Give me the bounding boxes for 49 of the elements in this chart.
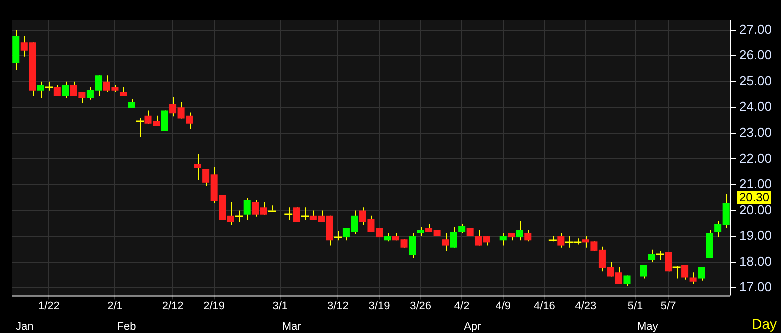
y-tick-label: 27.00 [739, 22, 772, 37]
candlestick [161, 110, 168, 132]
text: Feb [117, 321, 136, 333]
candlestick [450, 226, 458, 248]
x-tick-label: 2/1 [108, 300, 123, 312]
x-tick-label: 3/26 [410, 300, 432, 312]
y-tick-label: 26.00 [739, 48, 772, 63]
x-tick-label: 3/1 [272, 300, 288, 312]
y-tick-label: 23.00 [739, 124, 772, 140]
x-tick-label: 1/22 [38, 300, 60, 312]
x-tick-label: 5/1 [628, 300, 644, 312]
text: May [638, 321, 659, 333]
candlestick [194, 154, 202, 181]
candlestick [690, 272, 697, 284]
y-tick-label: 24.00 [739, 99, 772, 114]
candlestick [62, 81, 70, 99]
x-tick-label: 4/23 [575, 300, 597, 312]
candlestick [442, 232, 450, 252]
candlestick [500, 232, 507, 246]
x-tick-label: 2/19 [204, 300, 226, 312]
x-tick-label: 4/2 [454, 300, 470, 312]
candlestick [698, 266, 706, 282]
candlestick [640, 264, 648, 280]
candlestick [458, 224, 466, 234]
candlestick [417, 226, 424, 238]
candlestick [516, 220, 524, 242]
x-tick-label: 3/19 [368, 300, 390, 312]
candlestick [624, 275, 631, 287]
y-tick-label: 21.00 [739, 176, 772, 192]
y-tick-label: 20.00 [739, 202, 772, 218]
x-axis-title: Day [752, 316, 777, 332]
x-tick-label: 5/7 [660, 300, 676, 312]
x-tick-label: 3/12 [327, 300, 349, 312]
text: Mar [282, 321, 302, 333]
y-tick-label: 19.00 [739, 228, 772, 244]
y-tick-label: 17.00 [739, 280, 772, 295]
text: 20.30 [739, 190, 770, 204]
candlestick [244, 198, 251, 221]
candlestick [409, 232, 416, 259]
y-tick-label: 25.00 [739, 73, 772, 88]
x-tick-label: 2/12 [162, 300, 184, 312]
x-tick-label: 4/9 [496, 300, 512, 312]
candlestick [524, 230, 532, 242]
text: Apr [464, 321, 482, 333]
text: Jan [16, 321, 34, 333]
y-tick-label: 22.00 [739, 150, 772, 166]
y-tick-label: 18.00 [739, 254, 772, 269]
x-tick-label: 4/16 [534, 300, 556, 312]
candlestick [128, 98, 136, 109]
